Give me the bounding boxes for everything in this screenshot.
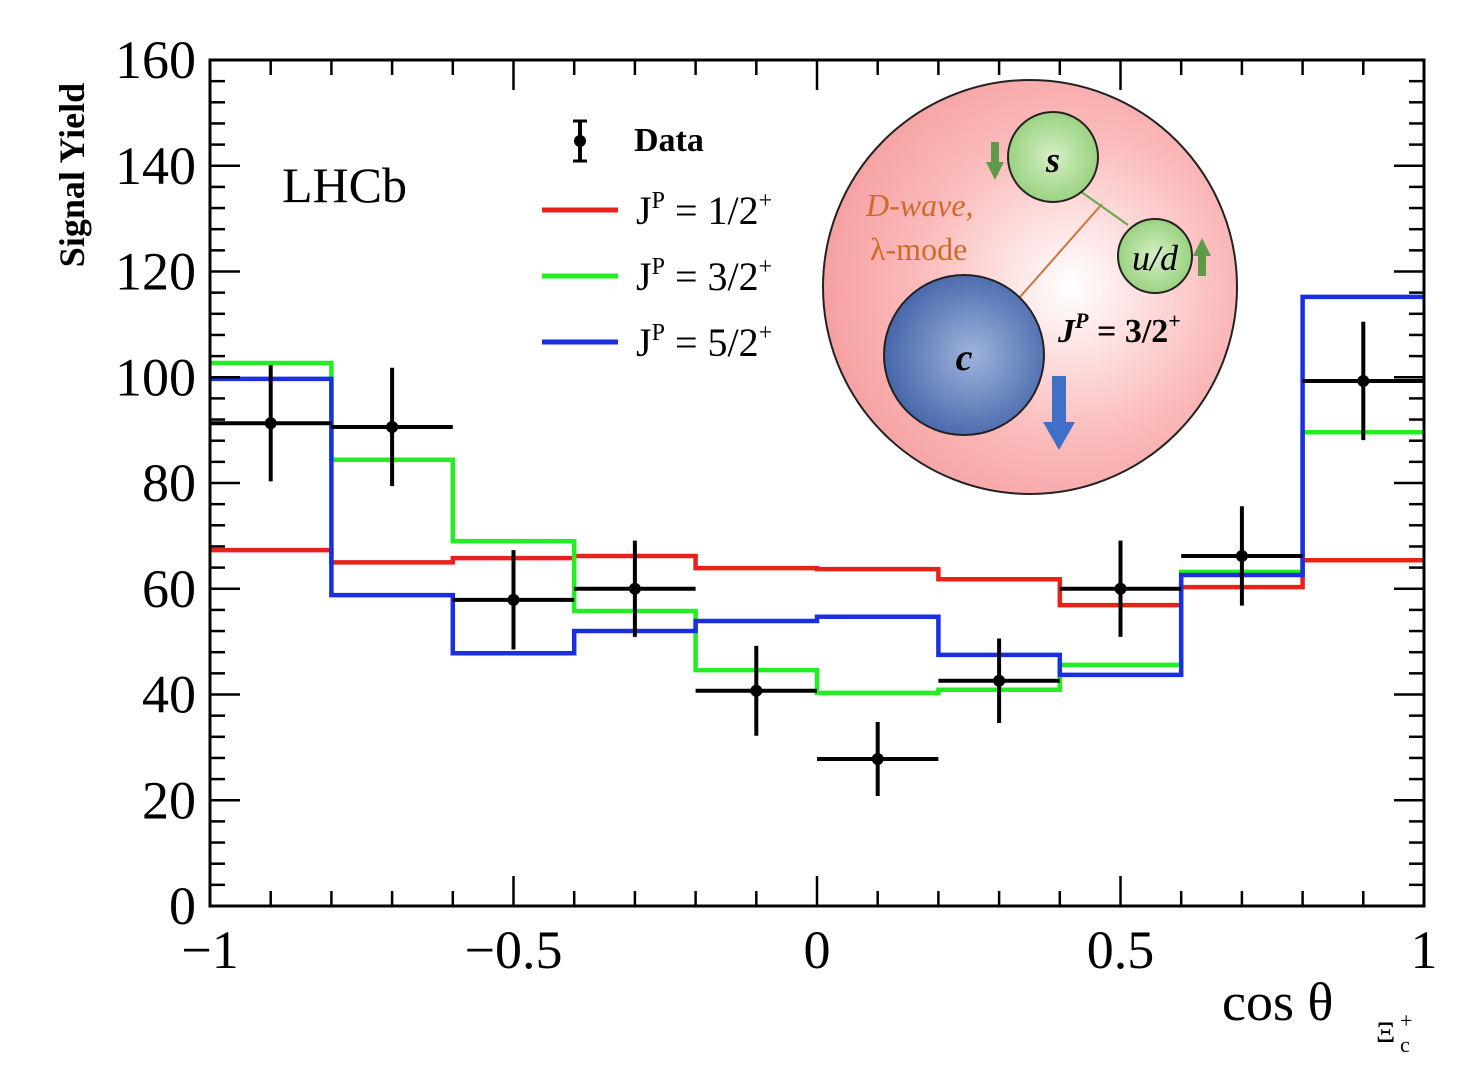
inset-jp-label: JP = 3/2+ (1057, 308, 1181, 350)
x-axis-label-sup: + (1400, 1008, 1412, 1033)
data-point (1181, 506, 1303, 606)
baryon-inset-diagram: s u/d c D-wave, λ-mode JP = 3/2+ (822, 79, 1238, 495)
y-tick-label: 0 (169, 876, 196, 936)
data-point (938, 638, 1060, 724)
legend-label: JP = 3/2+ (636, 254, 772, 299)
legend-label-data: Data (634, 122, 704, 159)
series-layer (210, 294, 1424, 696)
y-tick-label: 80 (142, 453, 196, 513)
y-tick-label: 160 (115, 30, 196, 90)
data-point (331, 367, 453, 487)
axes: 0 20 40 60 80 100 120 140 160 −1 −0.5 0 0.5 1 (115, 30, 1438, 980)
y-tick-label: 140 (115, 136, 196, 196)
x-tick-label: −1 (181, 920, 238, 980)
data-point (210, 365, 332, 482)
spin-down-arrow-s-icon (986, 142, 1004, 180)
legend-item-1: JP = 1/2+ (542, 188, 772, 233)
quark-s-label: s (1045, 140, 1060, 180)
quark-c (883, 274, 1045, 436)
data-marker (1114, 582, 1127, 595)
x-tick-label: 1 (1411, 920, 1438, 980)
y-tick-label: 120 (115, 242, 196, 302)
lambda-arrow (1019, 203, 1103, 298)
data-marker (386, 420, 399, 433)
legend-item-2: JP = 3/2+ (542, 254, 772, 299)
data-marker (1357, 374, 1370, 387)
y-tick-label: 20 (142, 770, 196, 830)
y-tick-label: 60 (142, 559, 196, 619)
quark-c-label: c (956, 337, 973, 379)
mode-label-1: D-wave, (865, 187, 974, 223)
data-marker (264, 417, 277, 430)
quark-ud (1117, 218, 1193, 294)
mode-label-2: λ-mode (870, 231, 967, 267)
data-point (1302, 321, 1424, 441)
y-axis-label: Signal Yield (52, 83, 92, 267)
quark-ud-label: u/d (1132, 238, 1179, 278)
data-point (817, 721, 939, 797)
x-axis-label: cos θ (1222, 972, 1333, 1032)
data-point (452, 550, 575, 650)
data-point (1059, 540, 1182, 637)
experiment-label: LHCb (282, 157, 407, 213)
data-point (695, 645, 817, 736)
legend-label: JP = 5/2+ (636, 320, 772, 365)
data-marker (507, 593, 520, 606)
legend-label: JP = 1/2+ (636, 188, 772, 233)
data-points (210, 321, 1424, 797)
series-line-3 (210, 294, 1424, 678)
data-marker (993, 674, 1006, 687)
data-point (574, 540, 696, 637)
x-tick-label: −0.5 (465, 920, 563, 980)
y-tick-label: 100 (115, 347, 196, 407)
spin-down-arrow-c-icon (1043, 376, 1075, 450)
x-tick-label: 0 (804, 920, 831, 980)
x-axis-label-subscript: Ξ (1376, 1016, 1395, 1049)
data-marker (1235, 549, 1248, 562)
rho-link (1079, 190, 1129, 226)
legend-item-data: Data (573, 119, 704, 163)
data-marker (750, 684, 763, 697)
x-tick-label: 0.5 (1087, 920, 1155, 980)
spin-up-arrow-ud-icon (1193, 238, 1211, 276)
quark-s (1007, 111, 1099, 203)
x-axis-label-sub: c (1400, 1032, 1410, 1057)
legend-item-3: JP = 5/2+ (542, 320, 772, 365)
y-tick-label: 40 (142, 665, 196, 725)
data-marker (871, 753, 884, 766)
data-marker (628, 582, 641, 595)
legend: Data JP = 1/2+ JP = 3/2+ JP = 5/2+ (542, 119, 772, 365)
